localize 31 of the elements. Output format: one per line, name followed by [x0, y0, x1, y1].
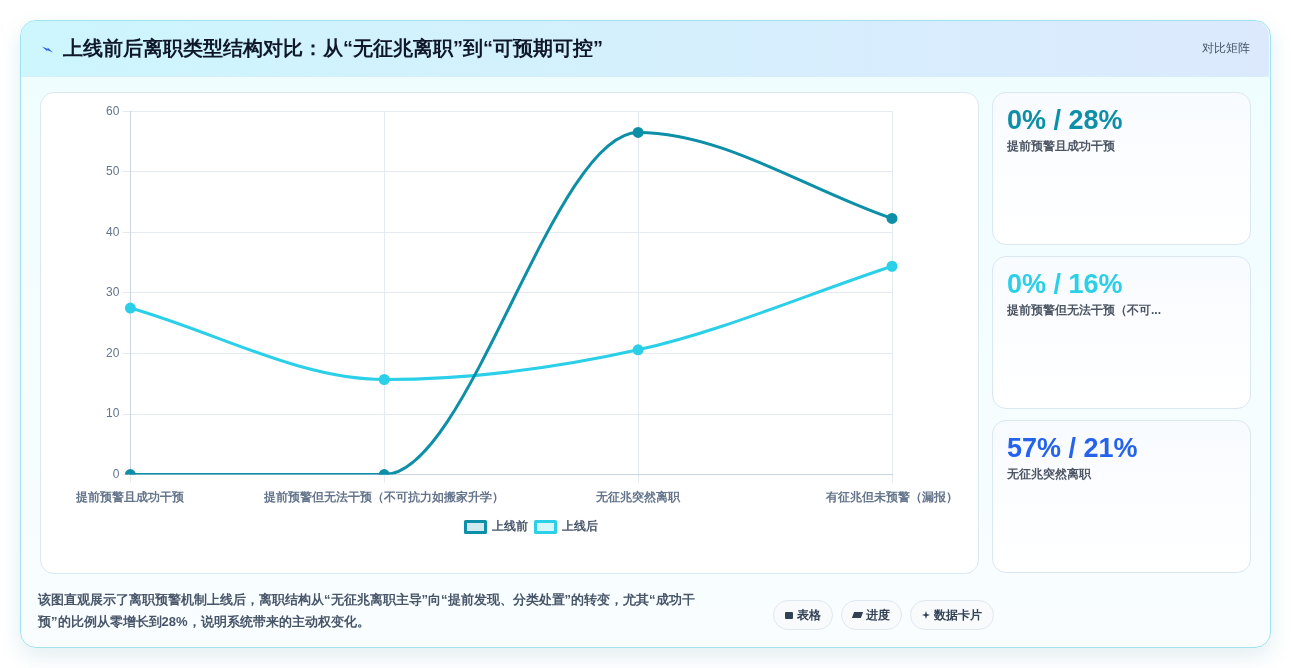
legend-label: 上线前 — [490, 519, 528, 534]
chart-title: 上线前后离职类型结构对比：从“无征兆离职”到“可预期可控” — [63, 36, 603, 61]
category-label: 提前预警但无法干预（不可... — [1007, 302, 1162, 318]
point — [124, 302, 136, 314]
point — [632, 344, 644, 356]
point — [632, 126, 644, 138]
legend-label: 上线后 — [560, 519, 598, 534]
x-tick-label: 提前预警但无法干预（不可抗力如搬家升学） — [263, 490, 505, 505]
y-tick-label: 50 — [105, 164, 120, 179]
y-tick-label: 60 — [105, 103, 120, 118]
text: 57% / 21% — [1007, 433, 1138, 463]
y-tick-label: 10 — [105, 406, 120, 421]
y-tick-label: 40 — [105, 224, 120, 239]
text: 0% / 28% — [1007, 105, 1123, 135]
category-label: 无征兆突然离职 — [1007, 466, 1091, 482]
point — [886, 260, 898, 272]
text: 数据卡片 — [934, 606, 982, 624]
text: 对比矩阵 — [1202, 40, 1250, 57]
text: 进度 — [866, 606, 890, 624]
text: 该图直观展示了离职预警机制上线后，离职结构从“无征兆离职主导”向“提前发现、分类处置”的转变，尤其“成功干预”的比例从零增长到28%，说明系统带来的主动权变化。 — [38, 591, 696, 631]
category-label: 提前预警且成功干预 — [1007, 138, 1115, 154]
y-tick-label: 20 — [105, 345, 120, 360]
x-tick-label: 提前预警且成功干预 — [75, 490, 186, 505]
text: 表格 — [797, 606, 821, 624]
y-tick-label: 0 — [112, 466, 120, 481]
point — [886, 212, 898, 224]
x-tick-label: 无征兆突然离职 — [595, 490, 682, 505]
text: 0% / 16% — [1007, 269, 1123, 299]
y-tick-label: 30 — [105, 285, 120, 300]
point — [378, 374, 390, 386]
x-tick-label: 有征兆但未预警（漏报） — [825, 490, 958, 505]
